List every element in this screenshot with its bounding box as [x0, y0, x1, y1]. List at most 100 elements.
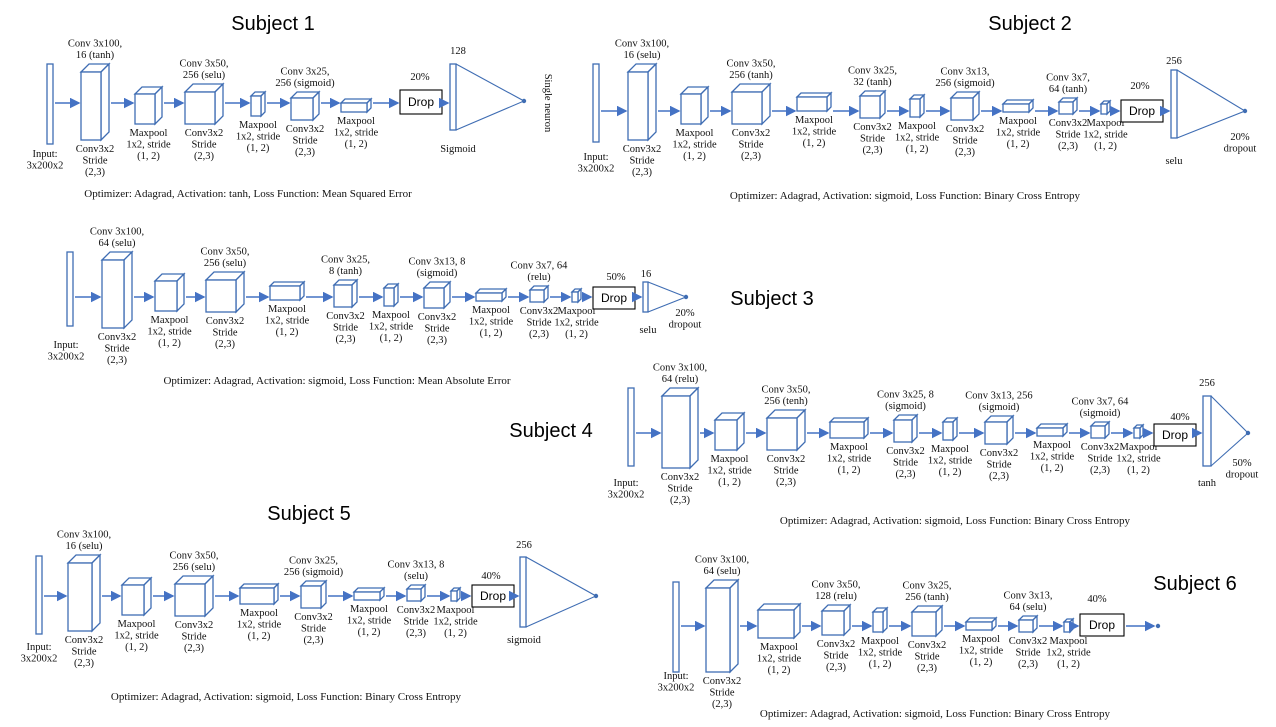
conv-layer — [332, 278, 359, 309]
layer-bottom-label: Conv3x2 Stride (2,3) — [886, 446, 925, 480]
conv-layer-front — [1058, 101, 1074, 115]
conv-layer-front — [893, 419, 913, 443]
maxpool-layer-front — [909, 98, 921, 118]
conv-layer-side — [911, 413, 918, 444]
layer-bottom-label: Conv3x2 Stride (2,3) — [1081, 442, 1120, 476]
conv-layer-side — [320, 579, 327, 610]
drop-label: Drop — [601, 291, 627, 305]
layer-top-label: Conv 3x50, 128 (relu) — [811, 580, 860, 603]
layer-bottom-label: Conv3x2 Stride (2,3) — [294, 612, 333, 646]
conv-layer-front — [205, 279, 237, 313]
maxpool-layer-front — [154, 280, 178, 312]
output-neuron — [1155, 623, 1161, 629]
conv-layer-front — [529, 289, 545, 303]
conv-layer-side — [935, 604, 943, 638]
conv-layer — [1089, 420, 1111, 440]
footer-config: Optimizer: Adagrad, Activation: sigmoid,… — [111, 691, 462, 703]
maxpool-layer-front — [757, 609, 795, 639]
layer-bottom-label: Conv3x2 Stride (2,3) — [908, 640, 947, 674]
dense-units: 128 — [450, 46, 466, 57]
maxpool-layer — [941, 416, 959, 442]
layer-bottom-label: Maxpool 1x2, stride (1, 2) — [237, 608, 282, 642]
dense-units: 16 — [641, 269, 652, 280]
maxpool-layer-front — [134, 93, 156, 125]
maxpool-layer — [474, 287, 508, 303]
conv-layer-front — [174, 583, 206, 617]
maxpool-layer — [449, 586, 462, 603]
footer-config: Optimizer: Adagrad, Activation: sigmoid,… — [163, 375, 510, 387]
maxpool-layer-side — [736, 411, 745, 452]
output-neuron — [1242, 108, 1248, 114]
maxpool-layer-front — [1133, 427, 1141, 439]
conv-layer-side — [214, 82, 224, 126]
layer-top-label: Conv 3x13, 256 (sigmoid) — [935, 67, 995, 90]
dense-activation: sigmoid — [507, 635, 542, 646]
dense-activation: selu — [640, 325, 658, 336]
conv-layer — [820, 603, 852, 637]
conv-layer — [660, 386, 700, 470]
maxpool-layer — [908, 93, 926, 119]
drop-percent: 20% — [1130, 81, 1150, 92]
layer-top-label: Conv 3x7, 64 (relu) — [511, 261, 569, 284]
conv-layer-front — [950, 97, 974, 121]
input-bar — [592, 63, 600, 143]
maxpool-layer — [756, 602, 802, 640]
maxpool-layer — [268, 280, 306, 302]
conv-layer-front — [300, 585, 322, 609]
maxpool-layer-front — [269, 285, 301, 301]
conv-layer — [79, 62, 111, 142]
drop-percent: 50% — [606, 272, 626, 283]
layer-bottom-label: Maxpool 1x2, stride (1, 2) — [347, 604, 392, 638]
dense-layer — [642, 281, 649, 313]
drop-label: Drop — [1129, 104, 1155, 118]
layer-bottom-label: Conv3x2 Stride (2,3) — [397, 605, 436, 639]
conv-layer-front — [406, 588, 422, 602]
layer-bottom-label: Conv3x2 Stride (2,3) — [767, 454, 806, 488]
layer-bottom-label: Maxpool 1x2, stride (1, 2) — [1030, 440, 1075, 474]
conv-layer-front — [731, 91, 763, 125]
maxpool-layer-front — [796, 96, 828, 112]
subject-3: Subject 3 Input: 3x200x2 Conv 3x100, 64 (sel… — [48, 227, 814, 388]
layer-bottom-label: Maxpool 1x2, stride (1, 2) — [114, 619, 159, 653]
output-dropout: 20% dropout — [669, 308, 702, 331]
maxpool-layer — [120, 576, 153, 617]
layer-bottom-label: Conv3x2 Stride (2,3) — [185, 128, 224, 162]
layer-top-label: Conv 3x25, 8 (tanh) — [321, 255, 370, 278]
drop-percent: 20% — [410, 72, 430, 83]
maxpool-layer-front — [965, 621, 993, 631]
layer-bottom-label: Maxpool 1x2, stride (1, 2) — [1046, 636, 1091, 670]
maxpool-layer-front — [450, 590, 458, 602]
layer-bottom-label: Maxpool 1x2, stride (1, 2) — [433, 605, 478, 639]
maxpool-layer — [713, 411, 746, 452]
subject-title: Subject 1 — [231, 13, 314, 35]
maxpool-layer — [828, 416, 870, 440]
drop-box — [1079, 613, 1125, 637]
maxpool-layer-front — [353, 591, 381, 601]
layer-bottom-label: Conv3x2 Stride (2,3) — [1049, 118, 1088, 152]
dense-layer — [1202, 395, 1212, 467]
layer-bottom-label: Conv3x2 Stride (2,3) — [817, 639, 856, 673]
output-neuron — [521, 98, 527, 104]
layer-bottom-label: Maxpool 1x2, stride (1, 2) — [858, 636, 903, 670]
conv-layer-side — [879, 89, 886, 120]
conv-layer-side — [689, 386, 699, 470]
layer-bottom-label: Maxpool 1x2, stride (1, 2) — [757, 642, 802, 676]
maxpool-layer — [339, 97, 373, 114]
maxpool-layer-front — [1036, 427, 1064, 437]
conv-layer — [983, 414, 1015, 446]
conv-layer — [1017, 614, 1039, 634]
layer-top-label: Conv 3x13, 64 (selu) — [1003, 591, 1052, 614]
maxpool-layer — [1099, 99, 1112, 116]
subject-6: Subject 6 Input: 3x200x2 Conv 3x100, 64 (sel… — [658, 555, 1237, 721]
output-neuron — [683, 294, 689, 300]
layer-bottom-label: Maxpool 1x2, stride (1, 2) — [369, 310, 414, 344]
layer-bottom-label: Conv3x2 Stride (2,3) — [980, 448, 1019, 482]
layer-bottom-label: Maxpool 1x2, stride (1, 2) — [469, 305, 514, 339]
conv-layer — [100, 250, 134, 330]
footer-config: Optimizer: Adagrad, Activation: tanh, Lo… — [84, 188, 412, 200]
output-dropout: 50% dropout — [1226, 458, 1259, 481]
layer-bottom-label: Maxpool 1x2, stride (1, 2) — [1116, 442, 1161, 476]
output-cone — [525, 556, 598, 628]
drop-percent: 40% — [481, 571, 501, 582]
layer-top-label: Conv 3x25, 32 (tanh) — [848, 66, 897, 89]
